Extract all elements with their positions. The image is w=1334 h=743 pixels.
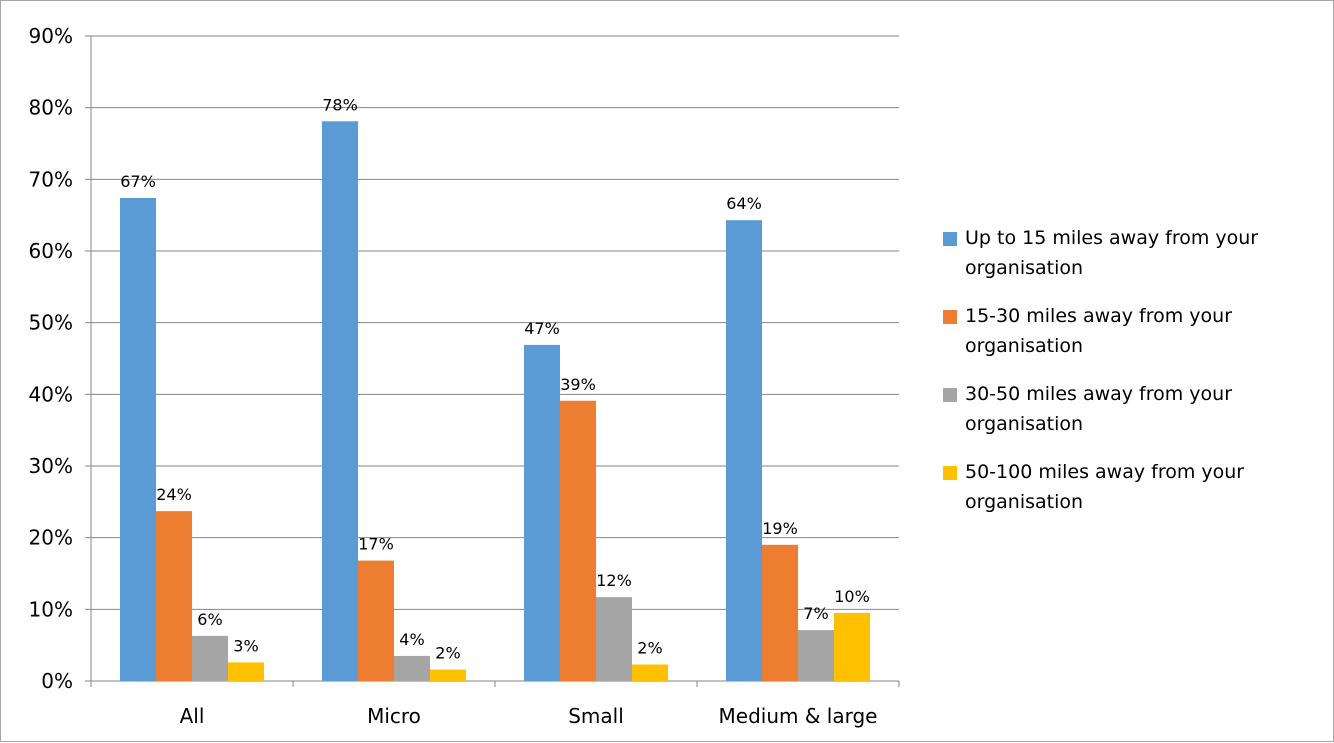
legend-swatch: [943, 466, 957, 480]
data-label: 78%: [322, 95, 358, 114]
data-label: 64%: [726, 194, 762, 213]
data-label: 47%: [524, 319, 560, 338]
y-tick-label: 10%: [29, 597, 73, 621]
legend-item-30-50-miles: 30-50 miles away from your organisation: [943, 379, 1323, 439]
bar: [560, 400, 596, 681]
legend-label: 15-30 miles away from your organisation: [965, 305, 1233, 357]
data-label: 6%: [197, 610, 222, 629]
bar: [726, 220, 762, 681]
legend-item-50-100-miles: 50-100 miles away from your organisation: [943, 457, 1323, 517]
y-tick-label: 0%: [41, 669, 73, 693]
data-label: 4%: [399, 630, 424, 649]
legend-swatch: [943, 232, 957, 246]
bar: [358, 560, 394, 681]
data-label: 12%: [596, 571, 632, 590]
bar: [798, 630, 834, 681]
legend-swatch: [943, 310, 957, 324]
data-label: 2%: [435, 644, 460, 663]
bar: [524, 344, 560, 681]
legend-swatch: [943, 388, 957, 402]
legend-item-15-30-miles: 15-30 miles away from your organisation: [943, 301, 1323, 361]
data-label: 67%: [120, 172, 156, 191]
bar: [632, 664, 668, 681]
y-tick-label: 50%: [29, 311, 73, 335]
legend-label: Up to 15 miles away from your organisati…: [965, 227, 1259, 279]
legend-label: 30-50 miles away from your organisation: [965, 383, 1233, 435]
legend: Up to 15 miles away from your organisati…: [943, 223, 1323, 535]
x-tick-label: Small: [568, 704, 624, 728]
data-label: 10%: [834, 587, 870, 606]
x-tick-label: Medium & large: [719, 704, 878, 728]
data-label: 3%: [233, 636, 258, 655]
bar: [834, 612, 870, 681]
y-tick-label: 30%: [29, 454, 73, 478]
bar: [120, 197, 156, 681]
legend-label: 50-100 miles away from your organisation: [965, 461, 1245, 513]
y-tick-label: 60%: [29, 239, 73, 263]
bar: [322, 121, 358, 682]
data-label: 24%: [156, 485, 192, 504]
bar: [228, 662, 264, 681]
bar: [762, 544, 798, 681]
data-label: 17%: [358, 535, 394, 554]
y-tick-label: 70%: [29, 167, 73, 191]
y-tick-label: 90%: [29, 24, 73, 48]
x-tick-label: All: [180, 704, 205, 728]
y-tick-label: 20%: [29, 526, 73, 550]
y-tick-label: 40%: [29, 382, 73, 406]
data-label: 19%: [762, 519, 798, 538]
bar: [430, 669, 466, 681]
data-label: 7%: [803, 604, 828, 623]
data-label: 2%: [637, 639, 662, 658]
legend-item-up-to-15-miles: Up to 15 miles away from your organisati…: [943, 223, 1323, 283]
x-tick-label: Micro: [367, 704, 421, 728]
bar: [156, 511, 192, 681]
y-tick-label: 80%: [29, 96, 73, 120]
bar: [596, 597, 632, 681]
bar: [394, 655, 430, 681]
bar: [192, 635, 228, 681]
data-label: 39%: [560, 375, 596, 394]
